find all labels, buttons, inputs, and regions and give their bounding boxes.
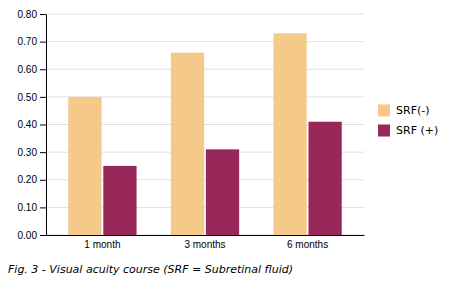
x-tick-label: 1 month	[84, 239, 120, 250]
caption: Fig. 3 - Visual acuity course (SRF = Sub…	[8, 263, 293, 276]
bar	[68, 97, 101, 235]
plot: 0.00 0.10 0.20 0.30 0.40 0.50 0.60 0.70 0.80 1 mo…	[18, 9, 365, 250]
y-tick-label: 0.80	[18, 9, 38, 20]
x-tick: 3 months	[184, 239, 225, 250]
x-tick: 1 month	[84, 239, 120, 250]
y-tick-mark	[40, 125, 46, 126]
y-tick-mark	[40, 69, 46, 70]
y-tick: 0.00	[18, 230, 46, 241]
y-tick-label: 0.00	[18, 230, 38, 241]
y-axis: 0.00 0.10 0.20 0.30 0.40 0.50 0.60 0.70 0.80	[18, 9, 47, 241]
bar-series	[103, 122, 341, 235]
y-tick: 0.10	[18, 202, 46, 213]
y-tick-mark	[40, 97, 46, 98]
grid-line	[46, 69, 364, 70]
legend-label: SRF(-)	[396, 104, 430, 117]
bars	[68, 33, 341, 235]
legend-label: SRF (+)	[396, 124, 438, 137]
bar	[103, 166, 136, 235]
x-axis-line	[47, 235, 365, 236]
legend-swatch	[378, 125, 390, 137]
y-tick-label: 0.10	[18, 202, 38, 213]
y-tick: 0.30	[18, 147, 46, 158]
y-tick-mark	[40, 14, 46, 15]
y-tick: 0.60	[18, 64, 46, 75]
y-tick-mark	[40, 235, 46, 236]
y-tick: 0.70	[18, 36, 46, 47]
grid	[46, 14, 364, 235]
bar	[308, 122, 341, 235]
y-tick-mark	[40, 152, 46, 153]
legend: SRF(-) SRF (+)	[378, 104, 438, 137]
y-tick-label: 0.50	[18, 92, 38, 103]
y-axis-line	[46, 15, 47, 236]
bar	[206, 149, 239, 235]
x-tick: 6 months	[287, 239, 328, 250]
x-axis: 1 month 3 months 6 months	[47, 236, 365, 251]
y-tick-mark	[40, 207, 46, 208]
y-tick-label: 0.60	[18, 64, 38, 75]
legend-item: SRF(-)	[378, 104, 430, 117]
bar-series	[68, 33, 306, 235]
y-tick: 0.80	[18, 9, 46, 20]
chart: 0.00 0.10 0.20 0.30 0.40 0.50 0.60 0.70 0.80 1 mo…	[0, 0, 474, 281]
x-tick-label: 6 months	[287, 239, 328, 250]
y-tick-label: 0.20	[18, 174, 38, 185]
y-tick: 0.50	[18, 92, 46, 103]
legend-swatch	[378, 105, 390, 117]
y-tick-mark	[40, 42, 46, 43]
y-tick: 0.40	[18, 119, 46, 130]
y-tick-label: 0.40	[18, 119, 38, 130]
y-tick-label: 0.30	[18, 147, 38, 158]
y-tick-mark	[40, 180, 46, 181]
grid-line	[46, 41, 364, 42]
bar	[273, 33, 306, 235]
x-tick-label: 3 months	[184, 239, 225, 250]
y-tick-label: 0.70	[18, 36, 38, 47]
bar	[171, 53, 204, 235]
legend-item: SRF (+)	[378, 124, 438, 137]
y-tick: 0.20	[18, 174, 46, 185]
grid-line	[46, 14, 364, 15]
